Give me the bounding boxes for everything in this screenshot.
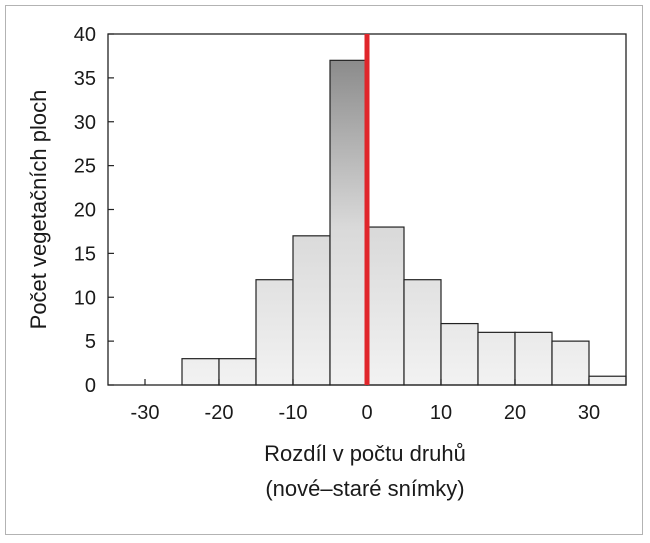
x-tick-label: -20	[205, 402, 234, 424]
histogram-bar	[218, 358, 257, 386]
histogram-bar	[181, 358, 220, 386]
x-tick-label: 30	[578, 402, 600, 424]
histogram-bar	[292, 235, 331, 386]
x-tick-label: 20	[504, 402, 526, 424]
histogram-bar	[477, 331, 516, 386]
x-axis-label-line2: (nové–staré snímky)	[265, 476, 464, 501]
x-axis-ticks: -30 -20 -10 0 10 20 30	[131, 379, 600, 424]
y-tick-label: 5	[85, 331, 96, 353]
y-tick-label: 15	[74, 243, 96, 265]
bars-group	[181, 59, 627, 386]
y-tick-label: 0	[85, 375, 96, 397]
histogram-bar	[329, 59, 368, 386]
y-tick-label: 30	[74, 112, 96, 134]
y-axis-label: Počet vegetačních ploch	[26, 90, 51, 330]
histogram-bar	[588, 375, 627, 386]
x-tick-label: -10	[279, 402, 308, 424]
y-tick-label: 25	[74, 156, 96, 178]
y-axis-ticks: 0 5 10 15 20 25 30 35 40	[74, 24, 114, 397]
y-tick-label: 10	[74, 287, 96, 309]
x-tick-label: -30	[131, 402, 160, 424]
y-tick-label: 40	[74, 24, 96, 46]
x-tick-label: 10	[430, 402, 452, 424]
y-tick-label: 20	[74, 200, 96, 222]
histogram-bar	[403, 279, 442, 386]
histogram-bar	[255, 279, 294, 386]
x-tick-label: 0	[361, 402, 372, 424]
histogram-bar	[440, 322, 479, 386]
histogram-bar	[551, 340, 590, 386]
histogram-bar	[514, 331, 553, 386]
y-tick-label: 35	[74, 68, 96, 90]
histogram-bar	[366, 226, 405, 386]
x-axis-label-line1: Rozdíl v počtu druhů	[264, 441, 466, 466]
